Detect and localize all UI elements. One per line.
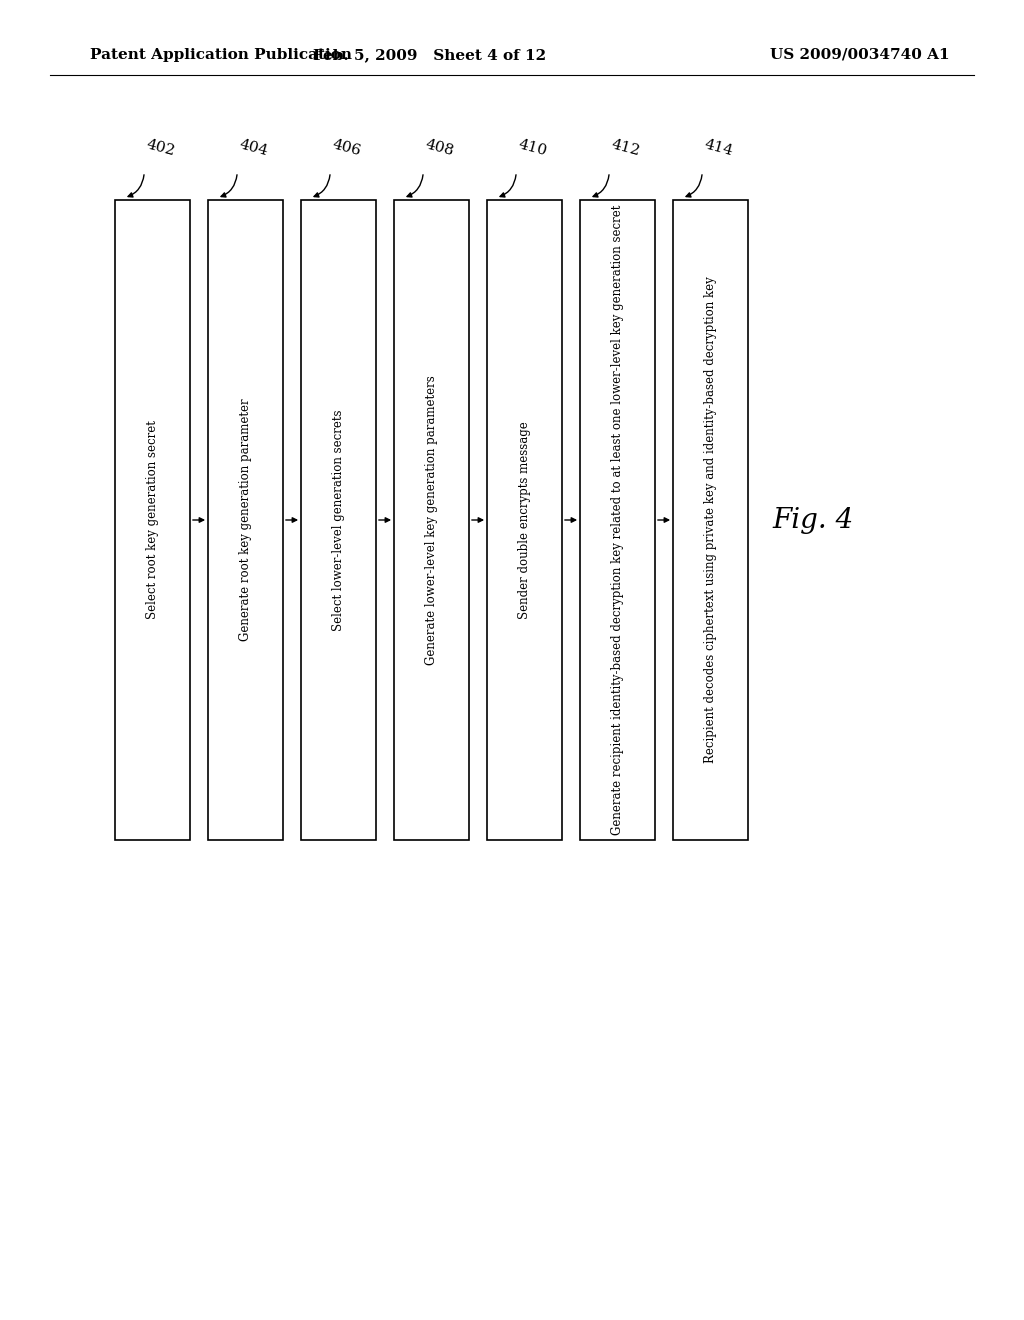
- Bar: [394, 201, 469, 840]
- Bar: [673, 201, 748, 840]
- Bar: [487, 201, 562, 840]
- Text: 410: 410: [516, 137, 549, 158]
- Text: Fig. 4: Fig. 4: [772, 507, 854, 533]
- Text: Sender double encrypts message: Sender double encrypts message: [518, 421, 531, 619]
- Text: Select root key generation secret: Select root key generation secret: [146, 421, 159, 619]
- Text: Select lower-level generation secrets: Select lower-level generation secrets: [332, 409, 345, 631]
- Text: Generate root key generation parameter: Generate root key generation parameter: [239, 399, 252, 642]
- Bar: [208, 201, 283, 840]
- Text: 414: 414: [702, 137, 734, 158]
- Text: 412: 412: [609, 137, 641, 158]
- Text: Recipient decodes ciphertext using private key and identity-based decryption key: Recipient decodes ciphertext using priva…: [705, 277, 717, 763]
- Text: 408: 408: [424, 137, 456, 158]
- Text: US 2009/0034740 A1: US 2009/0034740 A1: [770, 48, 950, 62]
- Text: Feb. 5, 2009   Sheet 4 of 12: Feb. 5, 2009 Sheet 4 of 12: [313, 48, 547, 62]
- Text: Patent Application Publication: Patent Application Publication: [90, 48, 352, 62]
- Text: Generate recipient identity-based decryption key related to at least one lower-l: Generate recipient identity-based decryp…: [611, 205, 624, 836]
- Bar: [301, 201, 376, 840]
- Text: 404: 404: [238, 137, 269, 158]
- Text: 402: 402: [144, 137, 176, 158]
- Bar: [115, 201, 190, 840]
- Bar: [580, 201, 655, 840]
- Text: Generate lower-level key generation parameters: Generate lower-level key generation para…: [425, 375, 438, 665]
- Text: 406: 406: [331, 137, 362, 158]
